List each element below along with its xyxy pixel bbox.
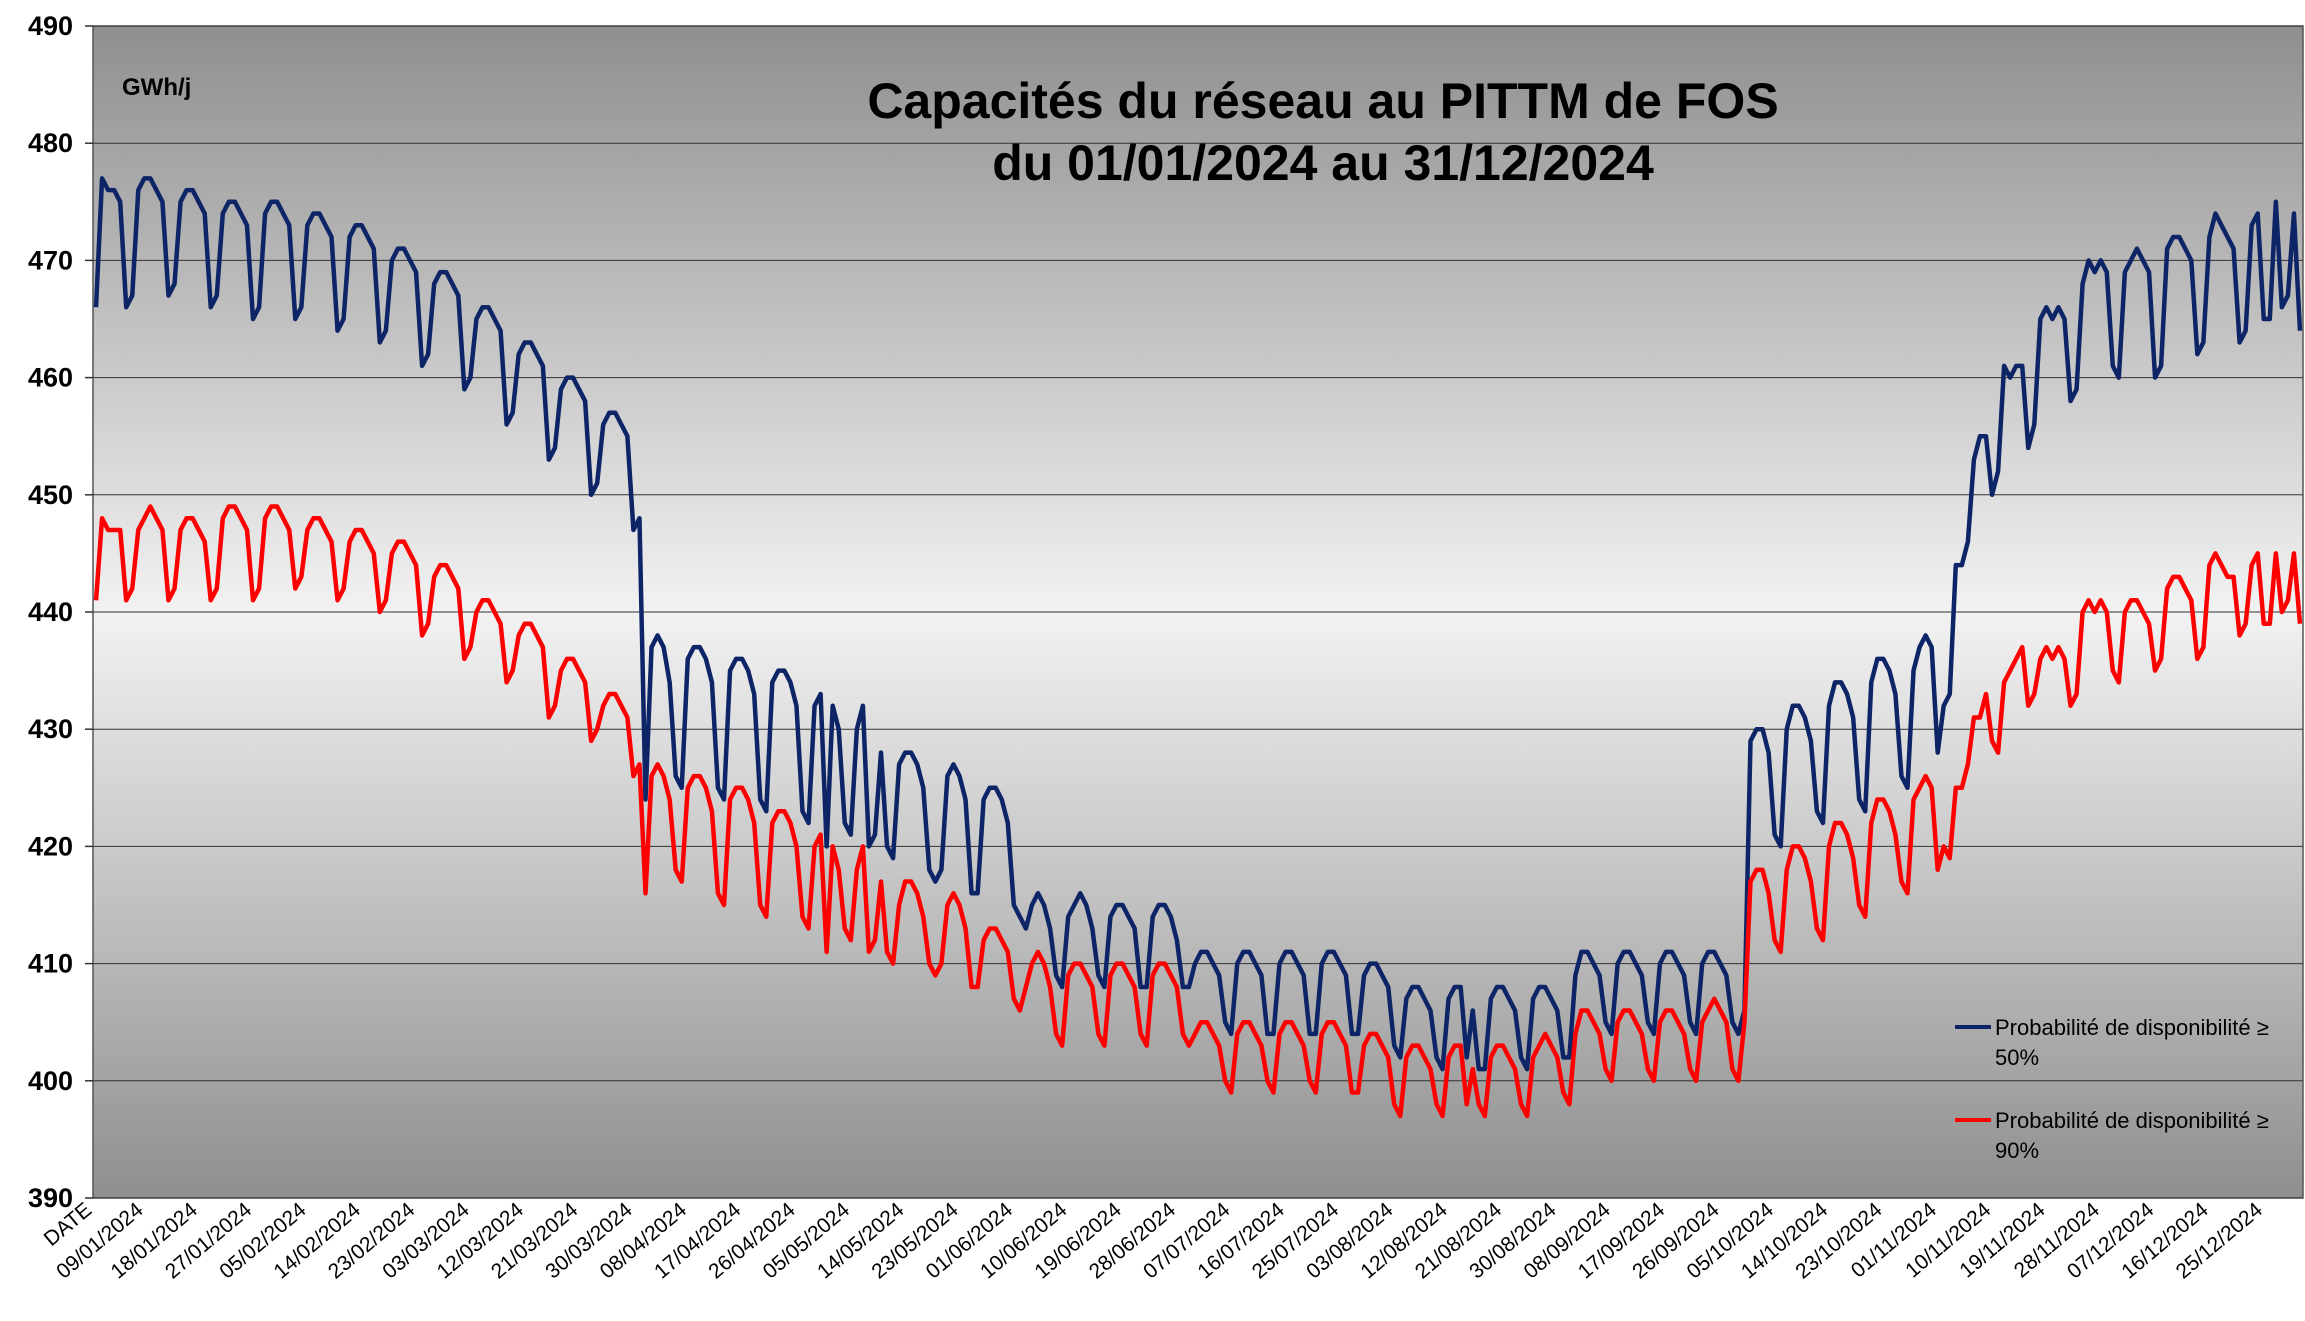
data-line <box>93 176 2303 1072</box>
legend-label: Probabilité de disponibilité ≥ 90% <box>1995 1108 2269 1163</box>
y-tick-label: 440 <box>28 597 73 627</box>
y-tick-label: 470 <box>28 245 73 275</box>
y-tick-label: 480 <box>28 128 73 158</box>
y-tick-label: 450 <box>28 480 73 510</box>
y-tick-label: 400 <box>28 1066 73 1096</box>
y-tick-label: 460 <box>28 363 73 393</box>
y-tick-label: 420 <box>28 831 73 861</box>
legend-swatch <box>1955 1025 1991 1029</box>
y-tick-label: 410 <box>28 949 73 979</box>
chart-subtitle: du 01/01/2024 au 31/12/2024 <box>992 135 1654 191</box>
y-unit: GWh/j <box>122 74 191 101</box>
legend-entry: Probabilité de disponibilité ≥ 90% <box>1955 1106 2295 1166</box>
legend-entry: Probabilité de disponibilité ≥ 50% <box>1955 1013 2295 1073</box>
legend-label: Probabilité de disponibilité ≥ 50% <box>1995 1015 2269 1070</box>
legend-swatch <box>1955 1118 1991 1122</box>
y-tick-label: 390 <box>28 1183 73 1213</box>
y-tick-label: 490 <box>28 11 73 41</box>
data-line <box>93 504 2303 1119</box>
chart-title: Capacités du réseau au PITTM de FOS <box>867 73 1778 129</box>
y-tick-label: 430 <box>28 714 73 744</box>
